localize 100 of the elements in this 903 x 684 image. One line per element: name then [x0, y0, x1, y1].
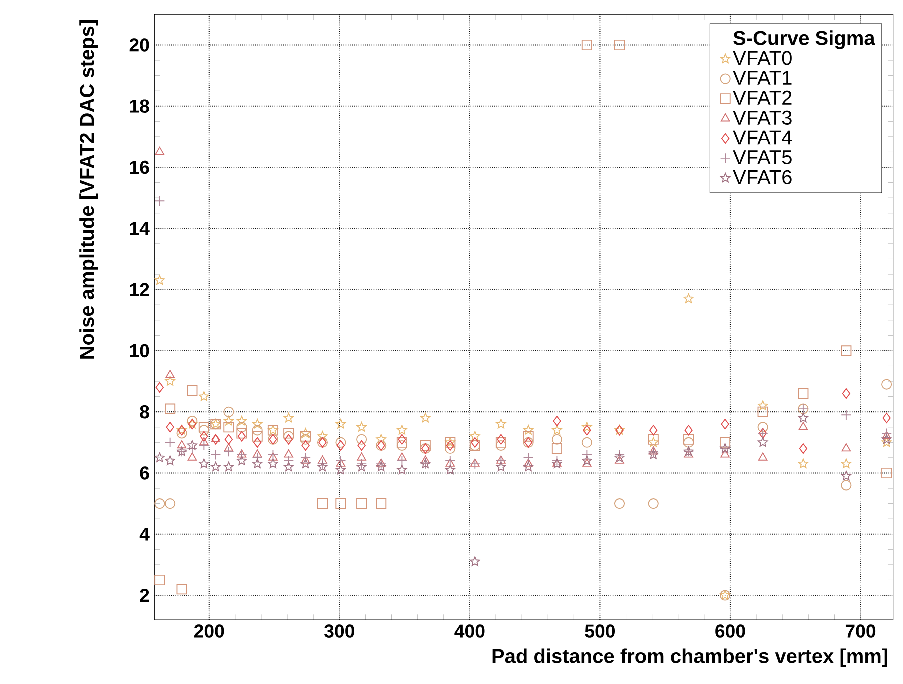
point [882, 437, 892, 448]
point [398, 434, 406, 445]
legend-label: VFAT3 [733, 110, 792, 126]
point [376, 434, 386, 444]
point [445, 464, 456, 475]
point [300, 458, 311, 468]
x-tick-label: 200 [194, 624, 224, 638]
legend-label: VFAT2 [733, 90, 792, 105]
point [398, 452, 407, 461]
point [300, 431, 312, 442]
point [376, 458, 386, 467]
point [615, 456, 624, 464]
point [648, 450, 659, 460]
point [154, 498, 166, 510]
point [614, 450, 626, 460]
point [497, 434, 506, 445]
point [357, 452, 366, 461]
point [582, 422, 592, 432]
point [799, 444, 808, 454]
y-tick-label: 8 [140, 405, 150, 419]
legend-label: VFAT6 [733, 170, 792, 184]
point [284, 462, 294, 472]
point [397, 425, 408, 435]
point [318, 431, 328, 441]
point [421, 456, 430, 464]
point [236, 456, 247, 466]
y-tick-label: 14 [130, 222, 150, 236]
point [720, 437, 731, 448]
point [356, 498, 368, 510]
point [302, 440, 310, 451]
point [841, 458, 852, 468]
point [552, 425, 562, 435]
point [470, 458, 480, 467]
point [582, 40, 592, 50]
point [236, 422, 248, 433]
point [648, 437, 659, 448]
legend-title: S-Curve Sigma [734, 30, 876, 50]
point [496, 456, 506, 466]
point [650, 425, 658, 436]
point [496, 437, 506, 448]
point [396, 437, 408, 448]
point [224, 422, 234, 433]
point [301, 456, 310, 464]
point [470, 458, 480, 470]
point [649, 446, 658, 455]
point [356, 458, 368, 470]
point [268, 458, 278, 468]
point [648, 446, 659, 458]
point [318, 462, 328, 472]
point [758, 406, 768, 418]
point [882, 468, 892, 479]
point [684, 450, 694, 458]
point [356, 434, 368, 445]
point [210, 450, 222, 460]
point [552, 444, 562, 454]
point [758, 452, 768, 461]
point [336, 464, 346, 475]
point [445, 456, 456, 466]
point [420, 440, 431, 451]
point [155, 146, 165, 156]
y-axis-title: Noise amplitude [VFAT2 DAC steps] [80, 20, 98, 359]
point [284, 434, 293, 445]
point [176, 428, 188, 439]
point [684, 425, 693, 436]
point [199, 458, 210, 468]
point [376, 498, 387, 510]
point [156, 382, 164, 393]
legend-label: VFAT4 [733, 130, 792, 145]
point [336, 458, 346, 467]
point [842, 388, 851, 400]
point [446, 458, 456, 467]
x-tick-label: 300 [324, 624, 354, 638]
point [882, 431, 892, 440]
point [210, 462, 221, 472]
point [224, 434, 233, 445]
point [187, 385, 198, 396]
point [470, 431, 480, 441]
point [187, 416, 198, 427]
point [614, 452, 625, 462]
y-tick-label: 10 [130, 344, 150, 358]
point [236, 416, 247, 426]
point [224, 444, 234, 452]
point [284, 450, 294, 458]
point [336, 437, 346, 448]
point [336, 456, 346, 466]
point [284, 412, 294, 423]
point [187, 444, 198, 454]
point [200, 437, 209, 446]
point [798, 388, 809, 400]
point [300, 428, 311, 438]
point [165, 456, 176, 466]
x-tick-label: 700 [846, 624, 876, 638]
point [553, 416, 562, 427]
point [841, 346, 852, 356]
point [336, 498, 346, 510]
point [284, 428, 294, 439]
point [841, 410, 852, 420]
point [496, 456, 506, 464]
point [284, 456, 294, 466]
point [252, 452, 263, 464]
